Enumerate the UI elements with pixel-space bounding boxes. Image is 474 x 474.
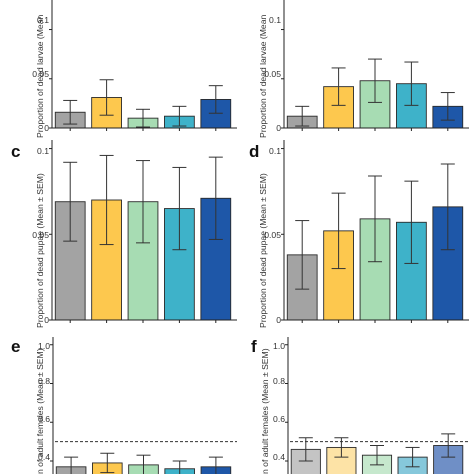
errorbar-a-1	[63, 99, 78, 125]
axes-a	[49, 0, 237, 131]
panel-e: e n of adult females (Mean ± SEM) 0.4 0.…	[11, 337, 237, 474]
errorbar-c-1	[63, 161, 78, 242]
y-tick-label-f-0: 0.4	[273, 452, 285, 462]
y-tick-label-e-0: 0.4	[38, 452, 50, 462]
y-tick-label-d-2: 0.1	[269, 146, 281, 156]
errorbar-e-1	[64, 456, 79, 474]
y-tick-label-a-1: 0.05	[32, 69, 49, 79]
y-tick-label-e-2: 0.8	[38, 376, 50, 386]
y-tick-label-a-2: 0.1	[37, 15, 49, 25]
y-axis-label-d: Proportion of dead pupae (Mean ± SEM)	[258, 173, 268, 328]
y-tick-label-f-1: 0.6	[273, 414, 285, 424]
panel-c: c Proportion of dead pupae (Mean ± SEM) …	[11, 140, 237, 328]
errorbar-c-5	[208, 156, 223, 240]
axes-f	[285, 337, 289, 474]
panel-a: a Proportion of dead larvae (Mean 0 0.05…	[32, 0, 237, 138]
errorbar-f-4	[405, 446, 420, 468]
axes-b	[281, 0, 469, 131]
errorbar-f-1	[298, 437, 313, 462]
errorbar-f-3	[370, 445, 384, 466]
bars-c	[49, 140, 237, 323]
y-tick-label-a-0: 0	[44, 123, 49, 133]
errorbar-b-3	[368, 58, 382, 103]
errorbar-b-4	[404, 61, 419, 106]
bars-d	[281, 140, 469, 323]
errorbar-b-1	[295, 105, 310, 127]
errorbar-b-2	[331, 67, 346, 106]
y-axis-label-f: n of adult females (Mean ± SEM)	[260, 348, 270, 474]
y-axis-label-b: Proportion of dead larvae (Mean	[258, 15, 268, 138]
errorbar-e-5	[208, 456, 223, 474]
panel-letter-d: d	[249, 142, 259, 161]
errorbar-d-1	[295, 220, 310, 290]
y-tick-label-f-2: 0.8	[273, 376, 285, 386]
y-tick-label-b-0: 0	[276, 123, 281, 133]
panel-letter-c: c	[11, 142, 20, 161]
panel-letter-f: f	[251, 337, 257, 356]
errorbar-d-5	[440, 163, 455, 251]
bar-c-1	[54, 201, 86, 321]
bars-e	[50, 337, 237, 474]
errorbar-f-5	[441, 433, 456, 458]
y-tick-label-c-0: 0	[44, 315, 49, 325]
panel-letter-e: e	[11, 337, 20, 356]
errorbar-d-4	[404, 180, 419, 264]
axes-d	[281, 140, 469, 323]
bars-f	[285, 337, 469, 474]
y-tick-label-b-2: 0.1	[269, 15, 281, 25]
y-axis-label-e: n of adult females (Mean ± SEM)	[35, 348, 45, 474]
errorbar-c-4	[172, 166, 187, 251]
errorbar-e-3	[136, 454, 151, 474]
axes-c	[49, 140, 237, 323]
bars-b	[281, 0, 469, 131]
y-tick-label-c-1: 0.05	[32, 230, 49, 240]
y-tick-label-e-1: 0.6	[38, 414, 50, 424]
errorbar-b-5	[440, 92, 455, 121]
bars-a	[49, 0, 237, 131]
y-tick-label-f-3: 1.0	[273, 341, 285, 351]
errorbar-c-2	[99, 154, 114, 246]
errorbar-d-3	[368, 175, 382, 263]
axes-e	[50, 337, 54, 474]
errorbar-a-2	[99, 79, 114, 116]
errorbar-e-2	[100, 452, 115, 474]
panel-b: b Proportion of dead larvae (Mean 0 0.05…	[258, 0, 469, 138]
y-tick-label-d-1: 0.05	[264, 230, 281, 240]
errorbar-f-2	[334, 437, 349, 458]
y-tick-label-b-1: 0.05	[264, 69, 281, 79]
panel-d: d Proportion of dead pupae (Mean ± SEM) …	[249, 140, 469, 328]
errorbar-c-3	[136, 160, 150, 244]
errorbar-a-4	[172, 105, 187, 127]
errorbar-a-3	[136, 108, 150, 128]
y-tick-label-d-0: 0	[276, 315, 281, 325]
errorbar-a-5	[208, 85, 223, 114]
y-tick-label-e-3: 1.0	[38, 341, 50, 351]
panel-f: f n of adult females (Mean ± SEM) 0.4 0.…	[251, 337, 469, 474]
y-axis-label-c: Proportion of dead pupae (Mean ± SEM)	[35, 173, 45, 328]
y-tick-label-c-2: 0.1	[37, 146, 49, 156]
y-axis-label-a: Proportion of dead larvae (Mean	[35, 15, 45, 138]
errorbar-d-2	[331, 192, 346, 270]
